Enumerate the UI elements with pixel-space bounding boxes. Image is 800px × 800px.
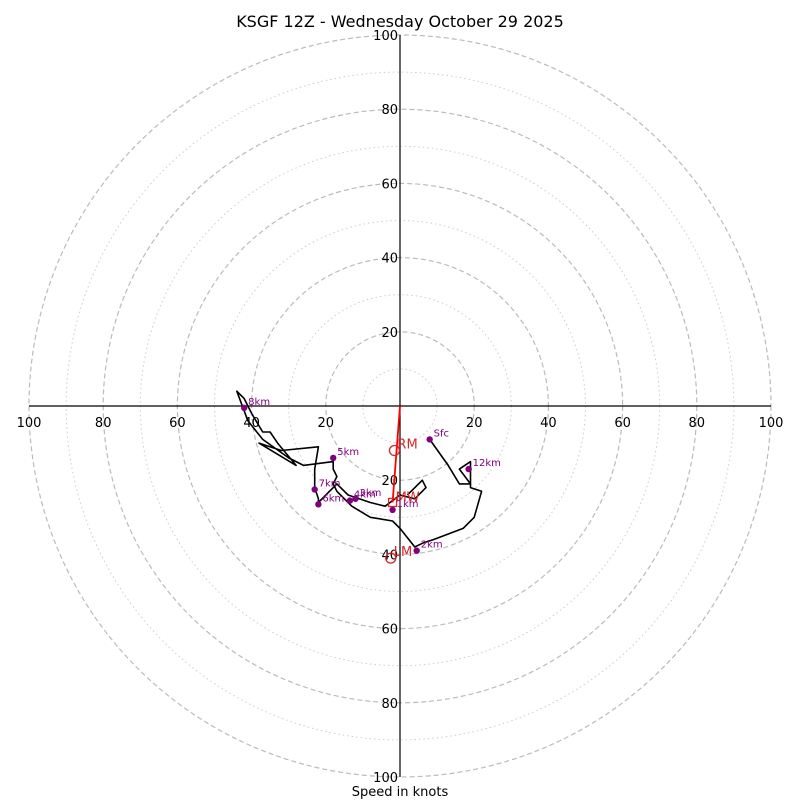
x-tick-label: 100 xyxy=(759,416,784,431)
height-marker-label: 3km xyxy=(359,488,381,499)
height-marker-12km xyxy=(465,465,472,473)
height-marker-3km xyxy=(352,495,359,502)
wind-trace xyxy=(236,390,483,548)
x-tick-label: 80 xyxy=(95,416,112,431)
x-tick-label: 40 xyxy=(540,416,557,431)
y-tick-label: 60 xyxy=(381,177,398,192)
height-marker-2km xyxy=(413,547,420,554)
height-marker-label: 4km xyxy=(354,490,376,501)
height-marker-8km xyxy=(240,404,248,412)
height-marker-label: 8km xyxy=(248,397,270,408)
x-tick-label: 20 xyxy=(318,416,335,431)
mw-label: MW xyxy=(396,490,420,505)
height-marker-label: 1km xyxy=(397,499,419,510)
y-tick-label: 100 xyxy=(373,771,398,786)
height-marker-label: 7km xyxy=(319,478,341,489)
y-tick-label: 20 xyxy=(381,326,398,341)
x-tick-label: 60 xyxy=(614,416,631,431)
x-axis-label: Speed in knots xyxy=(352,785,449,800)
tick-labels: 100 80 60 40 20 20 40 60 80 100100806040202040608… xyxy=(17,29,784,786)
y-tick-label: 100 xyxy=(373,29,398,44)
rm-marker xyxy=(388,444,401,457)
y-tick-label: 40 xyxy=(381,252,398,267)
mw-marker xyxy=(387,497,398,508)
x-tick-label: 80 xyxy=(689,416,706,431)
shear-vector xyxy=(391,405,401,503)
lm-label: LM xyxy=(394,545,412,560)
rm-label: RM xyxy=(397,438,417,453)
lm-marker xyxy=(385,552,397,564)
height-marker-7km xyxy=(311,486,318,493)
height-marker-Sfc xyxy=(426,436,433,443)
height-marker-label: 6km xyxy=(322,493,344,504)
y-tick-label: 80 xyxy=(381,103,398,118)
height-marker-4km xyxy=(346,497,354,504)
x-tick-label: 100 xyxy=(17,416,42,431)
height-marker-label: 5km xyxy=(337,447,359,458)
y-tick-label: 80 xyxy=(381,697,398,712)
y-tick-label: 60 xyxy=(381,623,398,638)
height-marker-5km xyxy=(330,454,337,462)
storm-motion: RM LM MW xyxy=(385,405,420,564)
height-marker-label: 2km xyxy=(421,540,443,551)
chart-title: KSGF 12Z - Wednesday October 29 2025 xyxy=(236,12,564,31)
height-marker-1km xyxy=(389,506,396,514)
wind-trace-line xyxy=(236,390,483,548)
x-tick-label: 20 xyxy=(466,416,483,431)
height-marker-label: Sfc xyxy=(434,428,449,439)
height-marker-6km xyxy=(315,501,322,508)
x-tick-label: 60 xyxy=(169,416,186,431)
height-marker-label: 12km xyxy=(473,458,501,469)
y-tick-label: 20 xyxy=(381,474,398,489)
